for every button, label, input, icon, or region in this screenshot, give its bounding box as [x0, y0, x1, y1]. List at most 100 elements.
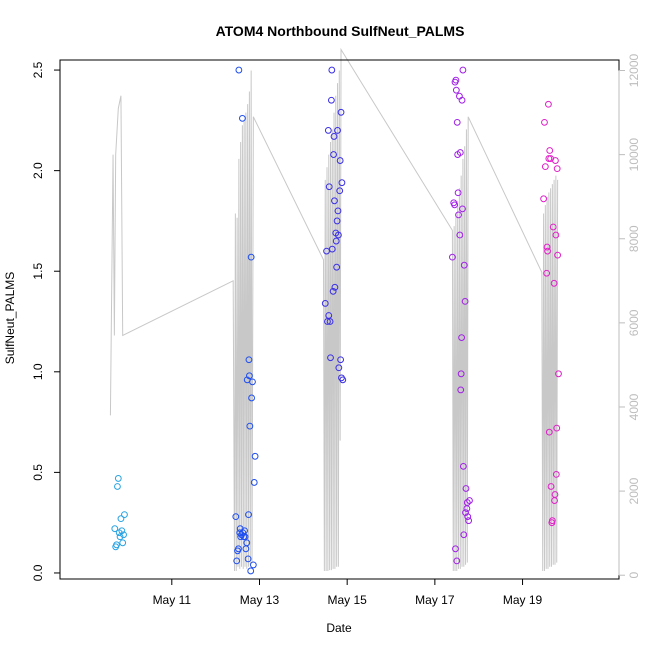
data-point	[331, 283, 339, 291]
data-point	[459, 66, 467, 74]
data-point	[454, 189, 462, 197]
y-tick-label: 0.0	[31, 564, 45, 581]
data-point	[114, 475, 122, 482]
data-point	[331, 197, 338, 205]
data-point	[241, 533, 249, 541]
data-point	[543, 269, 551, 277]
data-point	[324, 127, 332, 134]
data-point	[330, 133, 338, 140]
y-tick-label: 1.0	[31, 363, 45, 380]
data-point	[119, 539, 127, 547]
data-point	[249, 561, 257, 569]
data-point	[233, 557, 241, 565]
data-point	[449, 253, 456, 261]
y-tick-label: 2.5	[31, 61, 45, 78]
data-point	[235, 66, 243, 74]
y2-tick-label: 10000	[627, 138, 641, 172]
y2-tick-label: 8000	[627, 225, 641, 252]
data-point	[548, 517, 556, 525]
data-point	[457, 370, 465, 378]
data-point	[461, 298, 469, 305]
data-point	[455, 211, 462, 219]
data-point	[249, 378, 256, 386]
data-point	[113, 541, 120, 549]
data-point	[555, 370, 562, 378]
data-point	[330, 151, 337, 158]
data-point	[459, 205, 466, 213]
primary-series-layer	[111, 66, 562, 575]
data-point	[114, 483, 121, 490]
data-point	[453, 118, 461, 126]
data-point	[323, 247, 330, 255]
y2-tick-label: 6000	[627, 309, 641, 336]
data-point	[247, 253, 255, 261]
data-point	[121, 511, 128, 519]
y-tick-label: 0.5	[31, 464, 45, 481]
x-axis-label: Date	[326, 621, 352, 635]
data-point	[327, 354, 334, 362]
data-point	[462, 509, 469, 517]
data-point	[458, 334, 466, 342]
data-point	[452, 86, 460, 94]
data-point	[547, 483, 555, 490]
x-tick-label: May 17	[415, 593, 455, 607]
y-axis-label: SulfNeut_PALMS	[3, 272, 17, 365]
data-point	[251, 452, 259, 460]
data-point	[246, 372, 253, 380]
data-point	[543, 243, 551, 251]
data-point	[453, 557, 461, 565]
data-point	[235, 545, 242, 553]
data-point	[551, 491, 559, 498]
data-point	[544, 247, 551, 255]
data-point	[321, 300, 329, 307]
data-point	[245, 511, 252, 519]
y2-tick-label: 4000	[627, 393, 641, 420]
data-point	[462, 485, 470, 492]
data-point	[332, 237, 340, 245]
data-point	[244, 555, 252, 563]
data-point	[552, 157, 559, 164]
data-point	[545, 428, 553, 436]
data-point	[335, 231, 342, 239]
data-point	[250, 479, 258, 486]
data-point	[248, 394, 255, 402]
data-point	[337, 108, 345, 116]
data-point	[550, 279, 558, 287]
data-point	[549, 223, 557, 231]
chart-title: ATOM4 Northbound SulfNeut_PALMS	[216, 23, 465, 39]
data-point	[458, 96, 466, 104]
data-point	[339, 376, 347, 384]
data-point	[333, 217, 341, 225]
data-point	[554, 251, 562, 259]
data-point	[466, 497, 473, 504]
data-point	[329, 287, 337, 295]
data-point	[553, 165, 561, 173]
data-point	[111, 525, 119, 533]
data-point	[541, 118, 548, 126]
data-point	[451, 201, 458, 209]
data-point	[243, 539, 251, 547]
data-point	[333, 263, 341, 271]
data-point	[337, 356, 345, 364]
data-point	[239, 529, 247, 537]
data-point	[336, 187, 344, 195]
data-point	[465, 517, 473, 525]
data-point	[540, 195, 547, 203]
data-point	[246, 422, 254, 430]
y-tick-label: 1.5	[31, 263, 45, 280]
data-point	[334, 127, 341, 134]
data-point	[552, 471, 560, 478]
data-point	[552, 231, 560, 239]
data-point	[247, 567, 255, 575]
y2-tick-label: 0	[627, 572, 641, 579]
data-point	[452, 545, 459, 553]
x-tick-label: May 15	[327, 593, 367, 607]
data-point	[116, 533, 124, 541]
data-point	[546, 147, 554, 154]
data-point	[242, 545, 250, 553]
y-tick-label: 2.0	[31, 162, 45, 179]
data-point	[459, 462, 467, 470]
data-point	[460, 531, 468, 539]
data-point	[545, 100, 552, 108]
data-point	[328, 245, 336, 253]
